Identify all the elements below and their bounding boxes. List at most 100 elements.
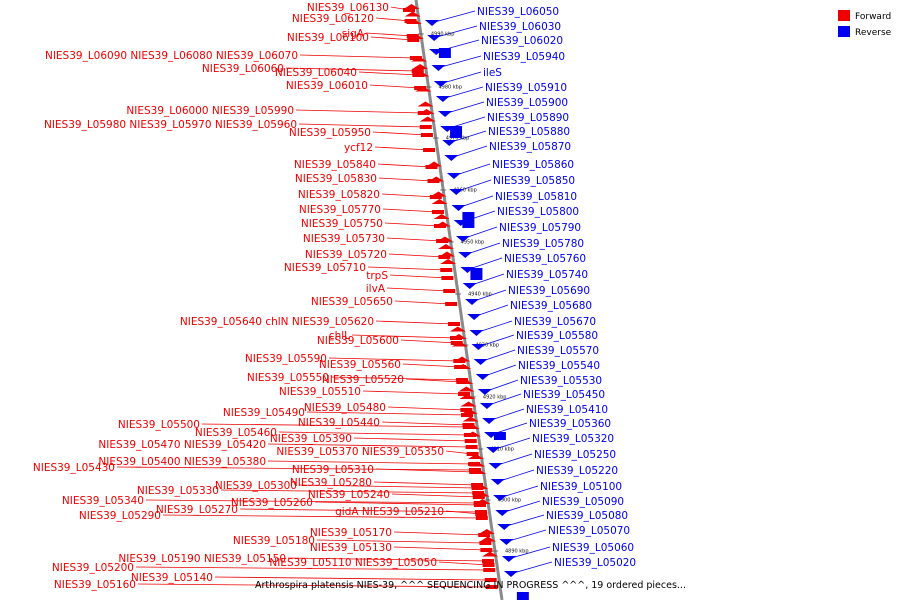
reverse-gene-arrow [474,359,488,365]
forward-gene-label: NIES39_L05180 [233,535,315,547]
forward-gene-label: ilvA [366,283,386,295]
forward-connector [373,132,427,135]
reverse-gene-arrow [482,418,496,424]
forward-gene-label: NIES39_L06000 [126,105,208,117]
forward-gene-label: NIES39_L05960 [212,119,297,131]
forward-gene-label: trpS [366,270,388,282]
reverse-gene-label: NIES39_L05940 [483,51,565,63]
forward-gene-label: NIES39_L05620 [289,316,374,328]
forward-gene-feature [475,512,487,516]
reverse-gene-arrow [504,571,518,577]
reverse-gene-arrow [431,65,445,71]
reverse-gene-arrow [452,205,466,211]
forward-label-row: NIES39_L05370 NIES39_L05350 [276,446,444,458]
reverse-gene-feature [470,268,482,280]
forward-label-row: NIES39_L05330 [137,485,219,497]
reverse-gene-arrow [489,463,503,469]
forward-label-row: NIES39_L05110 NIES39_L05050 [269,557,437,569]
axis-tick-label: 4940 kbp [468,292,492,298]
forward-label-row: ilvA [366,283,386,295]
forward-gene-feature [440,268,452,272]
forward-connector [389,254,444,257]
forward-gene-label: NIES39_L05310 [292,464,374,476]
reverse-gene-arrow [425,20,439,26]
forward-connector [383,209,438,212]
reverse-gene-label: NIES39_L05810 [495,191,577,203]
forward-gene-label: NIES39_L05640 [180,316,262,328]
forward-gene-feature [420,125,432,129]
forward-gene-label: NIES39_L05590 [245,353,327,365]
forward-label-row: NIES39_L05820 [298,189,380,201]
reverse-gene-arrow [427,35,441,41]
forward-gene-label: NIES39_L05490 [223,407,305,419]
forward-connector [363,391,464,394]
reverse-gene-label: NIES39_L05570 [517,345,599,357]
forward-label-row: NIES39_L05170 [310,527,392,539]
forward-connector [387,238,442,241]
forward-label-row: NIES39_L05650 [311,296,393,308]
forward-gene-feature [445,302,457,306]
forward-gene-label: NIES39_L06080 [127,50,212,62]
reverse-gene-label: NIES39_L05410 [526,404,608,416]
forward-gene-label: NIES39_L05350 [359,446,444,458]
forward-label-row: NIES39_L05710 [284,262,366,274]
reverse-gene-arrow [476,374,490,380]
forward-gene-feature [479,541,491,545]
forward-connector [395,301,451,304]
forward-gene-label: NIES39_L05420 [181,439,266,451]
reverse-gene-arrow [436,96,450,102]
forward-gene-label: NIES39_L05390 [270,433,352,445]
forward-gene-label: NIES39_L06120 [292,13,374,25]
forward-gene-label: NIES39_L05500 [118,419,200,431]
forward-gene-feature [482,559,494,563]
forward-label-row: NIES39_L05980 NIES39_L05970 NIES39_L0596… [44,119,297,131]
forward-label-row: NIES39_L05160 [54,579,136,591]
forward-connector [382,194,436,197]
reverse-gene-label: NIES39_L05090 [542,496,624,508]
forward-gene-label: NIES39_L05730 [303,233,385,245]
forward-label-row: NIES39_L05280 [290,477,372,489]
forward-label-row: NIES39_L05840 [294,159,376,171]
map-caption: Arthrospira platensis NIES-39, ^^^ SEQUE… [255,580,686,591]
reverse-gene-label: NIES39_L05250 [534,449,616,461]
reverse-gene-label: NIES39_L05740 [506,269,588,281]
legend-label-forward: Forward [855,12,891,22]
forward-gene-feature [448,322,460,326]
forward-gene-label: NIES39_L05300 [215,480,297,492]
forward-gene-label: NIES39_L05830 [295,173,377,185]
forward-gene-label: NIES39_L06070 [213,50,298,62]
reverse-gene-label: NIES39_L05100 [540,481,622,493]
forward-connector [385,223,440,226]
forward-gene-label: NIES39_L05280 [290,477,372,489]
forward-label-row: NIES39_L05460 [195,427,277,439]
forward-gene-label: NIES39_L05470 [98,439,180,451]
forward-gene-label: NIES39_L05240 [308,489,390,501]
forward-gene-label: NIES39_L05970 [126,119,211,131]
forward-gene-label: NIES39_L05480 [304,402,386,414]
reverse-gene-label: NIES39_L05670 [514,316,596,328]
forward-label-row: NIES39_L05490 [223,407,305,419]
forward-gene-label: NIES39_L05140 [131,572,213,584]
reverse-gene-label: NIES39_L05060 [552,542,634,554]
reverse-gene-label: NIES39_L05580 [516,330,598,342]
forward-gene-label: ycf12 [344,142,373,154]
forward-label-row: NIES39_L05720 [305,249,387,261]
reverse-gene-label: NIES39_L05790 [499,222,581,234]
forward-connector [366,33,413,36]
reverse-gene-arrow [480,403,494,409]
reverse-gene-label: ileS [483,67,502,79]
reverse-gene-arrow [465,299,479,305]
forward-connector [394,547,486,550]
forward-label-row: NIES39_L05290 [79,510,161,522]
forward-gene-label: NIES39_L05290 [79,510,161,522]
forward-gene-label: NIES39_L05160 [54,579,136,591]
reverse-gene-feature [450,126,462,138]
forward-gene-label: NIES39_L06090 [45,50,127,62]
reverse-gene-label: NIES39_L05780 [502,238,584,250]
forward-connector [376,321,454,324]
reverse-gene-label: NIES39_L05880 [488,126,570,138]
forward-gene-label: chlN [262,316,289,328]
forward-label-row: NIES39_L05730 [303,233,385,245]
forward-label-row: NIES39_L06100 [287,32,369,44]
forward-label-row: NIES39_L06120 [292,13,374,25]
